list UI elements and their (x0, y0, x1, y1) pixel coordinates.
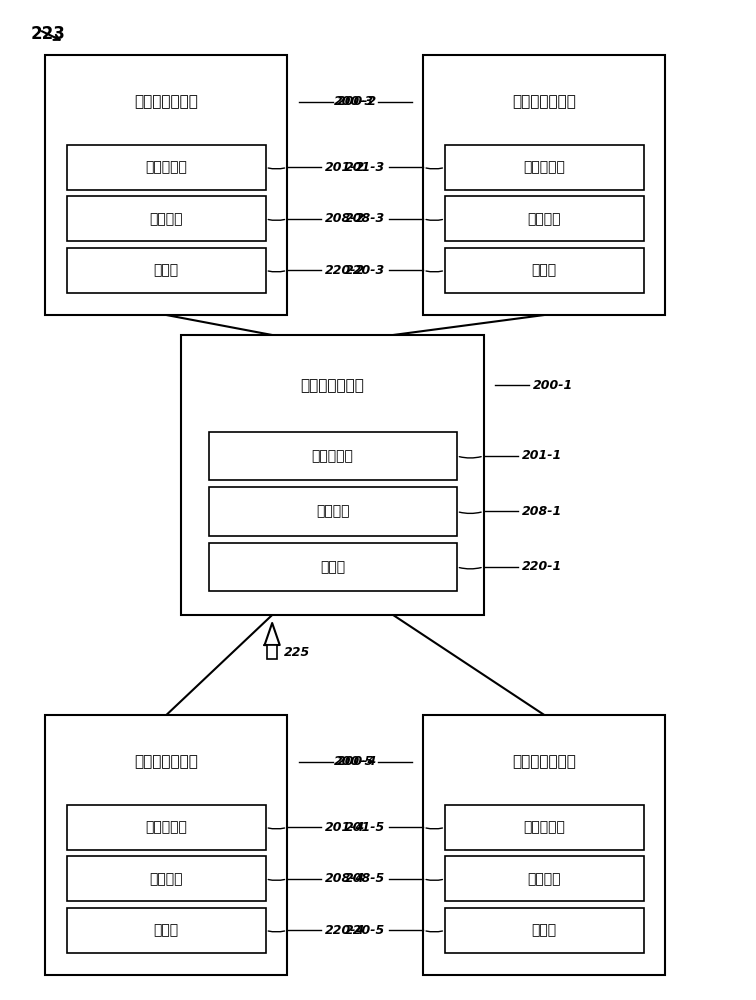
Bar (67, 908, 265, 953)
Text: 220-5: 220-5 (345, 924, 386, 937)
Bar (67, 145, 265, 190)
Bar (67, 196, 265, 241)
Bar (445, 908, 643, 953)
Bar (445, 196, 643, 241)
Bar (67, 248, 265, 293)
Text: 存储器资源: 存储器资源 (523, 820, 565, 834)
Text: 存储器资源: 存储器资源 (523, 160, 565, 174)
Text: 220-2: 220-2 (325, 264, 365, 277)
Text: 200-5: 200-5 (334, 755, 374, 768)
Text: 无线可利用资源: 无线可利用资源 (513, 94, 576, 109)
Text: 存储器资源: 存储器资源 (311, 449, 354, 463)
Text: 201-1: 201-1 (522, 449, 562, 462)
Text: 存储器资源: 存储器资源 (145, 820, 187, 834)
Bar (45, 55, 287, 315)
Text: 无线可利用资源: 无线可利用资源 (513, 754, 576, 769)
Text: 200-3: 200-3 (334, 95, 374, 108)
Text: 200-1: 200-1 (533, 379, 573, 392)
Bar (445, 805, 643, 850)
Bar (181, 335, 484, 615)
Text: 收发器: 收发器 (320, 560, 345, 574)
Text: 201-3: 201-3 (345, 161, 386, 174)
Text: 收发器: 收发器 (153, 263, 179, 277)
Text: 处理资源: 处理资源 (528, 872, 561, 886)
Bar (423, 715, 665, 975)
Bar (445, 248, 643, 293)
Text: 处理资源: 处理资源 (316, 504, 349, 518)
Bar (209, 487, 457, 536)
Text: 处理资源: 处理资源 (150, 872, 183, 886)
Text: 220-4: 220-4 (325, 924, 365, 937)
Text: 200-2: 200-2 (336, 95, 376, 108)
Bar (45, 715, 287, 975)
Text: 收发器: 收发器 (531, 263, 557, 277)
Bar (67, 805, 265, 850)
Text: 无线可利用资源: 无线可利用资源 (135, 94, 198, 109)
Text: 225: 225 (284, 646, 310, 658)
Text: 处理资源: 处理资源 (150, 212, 183, 226)
Text: 201-2: 201-2 (325, 161, 365, 174)
Text: 208-4: 208-4 (325, 872, 365, 885)
Text: 收发器: 收发器 (531, 923, 557, 937)
Bar (445, 145, 643, 190)
Text: 223: 223 (30, 25, 65, 43)
Text: 无线可利用资源: 无线可利用资源 (135, 754, 198, 769)
Text: 201-5: 201-5 (345, 821, 386, 834)
Text: 处理资源: 处理资源 (528, 212, 561, 226)
Text: 201-4: 201-4 (325, 821, 365, 834)
Bar (209, 543, 457, 591)
Text: 220-1: 220-1 (522, 560, 562, 573)
Bar (445, 856, 643, 901)
Text: 200-4: 200-4 (336, 755, 376, 768)
Bar (67, 856, 265, 901)
Text: 无线可利用资源: 无线可利用资源 (301, 378, 364, 393)
Text: 存储器资源: 存储器资源 (145, 160, 187, 174)
Bar (209, 432, 457, 480)
Bar (267, 645, 277, 659)
Text: 208-5: 208-5 (345, 872, 386, 885)
Text: 208-3: 208-3 (345, 212, 386, 225)
Text: 208-2: 208-2 (325, 212, 365, 225)
Text: 220-3: 220-3 (345, 264, 386, 277)
Text: 收发器: 收发器 (153, 923, 179, 937)
Text: 208-1: 208-1 (522, 505, 562, 518)
Bar (423, 55, 665, 315)
